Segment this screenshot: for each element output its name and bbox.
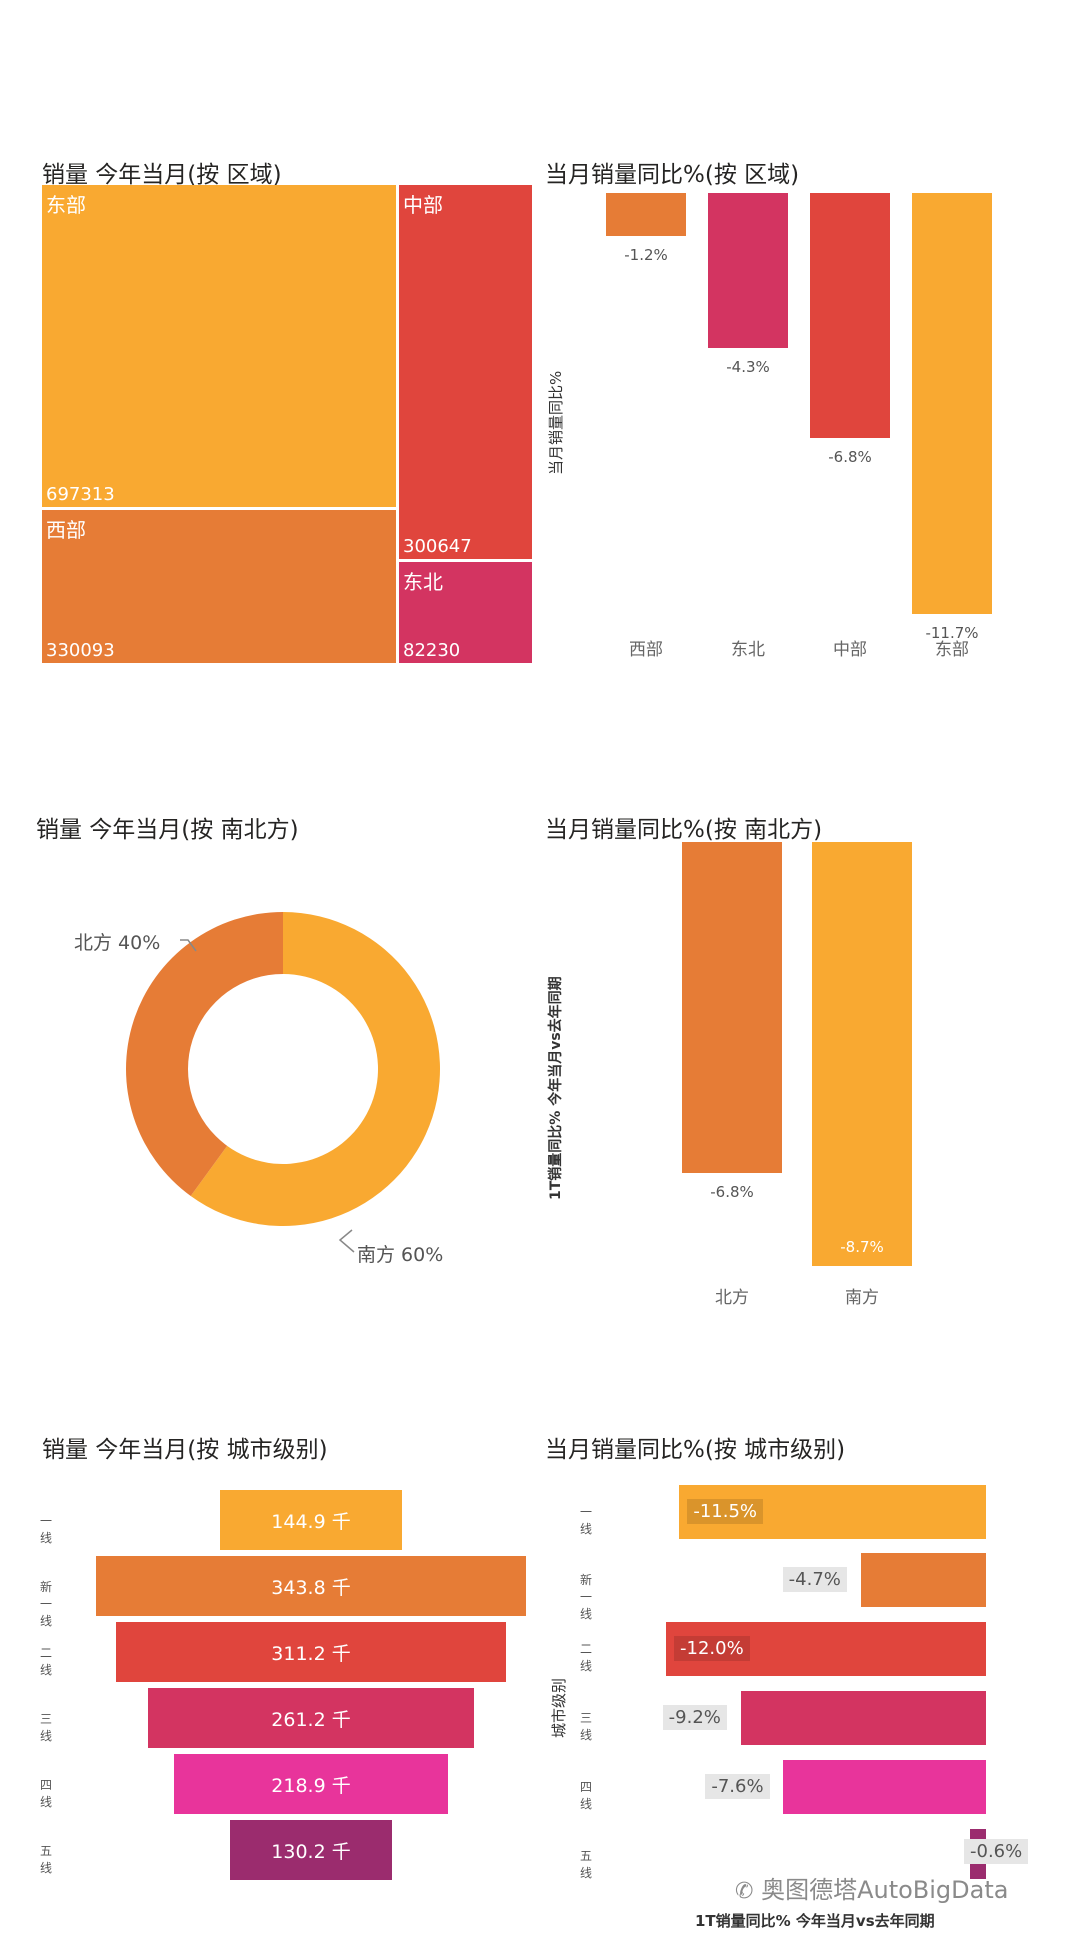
region-yoy-category-label: 东北 (731, 640, 765, 660)
city-yoy-category-label: 三线 (580, 1711, 593, 1742)
region-treemap-title: 销量 今年当月(按 区域) (42, 162, 282, 188)
treemap-cell-northeast[interactable]: 东北 82230 (399, 562, 532, 663)
region-yoy-title: 当月销量同比%(按 区域) (545, 162, 800, 188)
city-yoy-x-axis-label: 1T销量同比% 今年当月vs去年同期 (695, 1912, 935, 1930)
funnel-bar[interactable]: 261.2 千 (147, 1688, 475, 1748)
region-yoy-bar[interactable] (810, 193, 890, 438)
treemap-cell-east[interactable]: 东部 697313 (42, 185, 396, 507)
funnel-bar[interactable]: 218.9 千 (174, 1754, 448, 1814)
city-funnel-title: 销量 今年当月(按 城市级别) (42, 1437, 328, 1463)
city-yoy-value-label: -4.7% (782, 1567, 847, 1592)
ns-yoy-bar[interactable] (812, 842, 912, 1266)
city-yoy-category-label: 二线 (580, 1642, 593, 1673)
treemap-label-west: 西部 (46, 518, 86, 542)
wechat-icon: ✆ (735, 1879, 754, 1904)
city-yoy-category-label: 一线 (580, 1505, 593, 1536)
treemap-value-northeast: 82230 (403, 640, 461, 661)
treemap-label-northeast: 东北 (403, 570, 443, 594)
city-yoy-bar[interactable] (783, 1760, 986, 1814)
treemap-label-central: 中部 (403, 193, 443, 217)
funnel-bar[interactable]: 144.9 千 (220, 1490, 402, 1550)
donut-slice-north[interactable] (125, 912, 283, 1197)
region-yoy-category-label: 西部 (629, 640, 663, 660)
city-yoy-category-label: 五线 (580, 1849, 593, 1880)
city-yoy-value-label: -7.6% (705, 1774, 770, 1799)
city-yoy-value-label: -0.6% (964, 1839, 1029, 1864)
ns-yoy-title: 当月销量同比%(按 南北方) (545, 817, 823, 843)
city-yoy-bar[interactable] (666, 1622, 986, 1676)
ns-yoy-category-label: 南方 (845, 1288, 879, 1308)
funnel-category-label: 四线 (40, 1778, 53, 1809)
region-yoy-bar[interactable] (708, 193, 788, 348)
city-yoy-y-axis-label: 城市级别 (550, 1677, 568, 1738)
watermark: ✆ 奥图德塔AutoBigData (735, 1870, 1008, 1905)
ns-yoy-value-label: -8.7% (840, 1238, 884, 1256)
region-yoy-value-label: -1.2% (624, 246, 668, 265)
city-yoy-bar[interactable] (679, 1485, 986, 1539)
ns-yoy-category-label: 北方 (715, 1288, 749, 1308)
funnel-category-label: 三线 (40, 1712, 53, 1743)
watermark-text: 奥图德塔AutoBigData (761, 1876, 1009, 1904)
ns-yoy-bar[interactable] (682, 842, 782, 1174)
ns-donut-chart (125, 912, 440, 1253)
city-yoy-bar[interactable] (860, 1553, 986, 1607)
ns-yoy-value-label: -6.8% (710, 1183, 754, 1202)
treemap-cell-west[interactable]: 西部 330093 (42, 510, 396, 663)
funnel-bar[interactable]: 311.2 千 (116, 1622, 506, 1682)
region-yoy-y-axis-label: 当月销量同比% (547, 370, 565, 475)
region-yoy-value-label: -4.3% (726, 357, 770, 376)
ns-yoy-y-axis-label: 1T销量同比% 今年当月vs去年同期 (548, 976, 564, 1200)
region-yoy-value-label: -6.8% (828, 447, 872, 466)
city-yoy-bar[interactable] (740, 1691, 986, 1745)
treemap-cell-central[interactable]: 中部 300647 (399, 185, 532, 559)
treemap-value-west: 330093 (46, 640, 115, 661)
region-yoy-bar[interactable] (606, 193, 686, 237)
city-yoy-value-label: -12.0% (674, 1636, 750, 1661)
donut-label-north: 北方 40% (74, 932, 161, 954)
treemap-value-east: 697313 (46, 484, 115, 505)
city-yoy-value-label: -11.5% (687, 1499, 764, 1524)
city-yoy-value-label: -9.2% (662, 1705, 727, 1730)
city-yoy-category-label: 新一线 (580, 1573, 593, 1621)
funnel-category-label: 新一线 (40, 1580, 53, 1628)
region-yoy-category-label: 东部 (935, 640, 969, 660)
region-yoy-category-label: 中部 (833, 640, 867, 660)
donut-label-south: 南方 60% (357, 1244, 444, 1266)
funnel-category-label: 二线 (40, 1646, 53, 1677)
funnel-bar[interactable]: 130.2 千 (229, 1820, 393, 1880)
region-yoy-bar[interactable] (912, 193, 992, 614)
city-yoy-category-label: 四线 (580, 1780, 593, 1811)
treemap-label-east: 东部 (46, 193, 86, 217)
funnel-category-label: 一线 (40, 1514, 53, 1545)
city-yoy-title: 当月销量同比%(按 城市级别) (545, 1437, 846, 1463)
funnel-category-label: 五线 (40, 1844, 53, 1875)
ns-donut-title: 销量 今年当月(按 南北方) (36, 817, 299, 843)
region-treemap: 东部 697313 西部 330093 中部 300647 东北 82230 (42, 185, 532, 663)
region-yoy-value-label: -11.7% (925, 624, 979, 642)
funnel-bar[interactable]: 343.8 千 (96, 1556, 526, 1616)
treemap-value-central: 300647 (403, 536, 472, 557)
donut-slice-south[interactable] (190, 912, 440, 1226)
